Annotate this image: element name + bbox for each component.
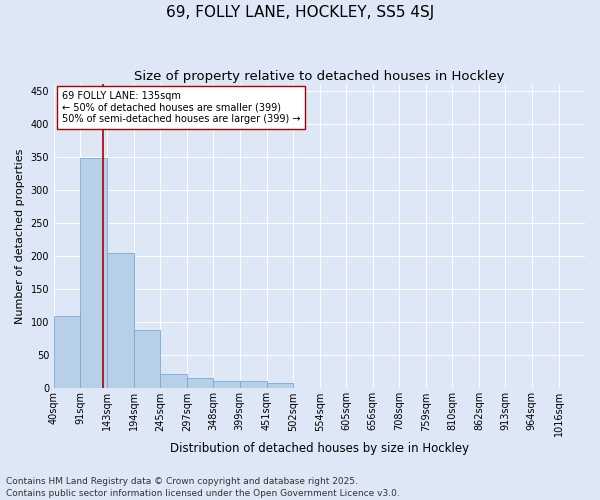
Bar [107,254,134,388]
Bar [160,374,187,388]
Bar [134,330,160,388]
Bar [239,381,266,388]
X-axis label: Distribution of detached houses by size in Hockley: Distribution of detached houses by size … [170,442,469,455]
Text: 69, FOLLY LANE, HOCKLEY, SS5 4SJ: 69, FOLLY LANE, HOCKLEY, SS5 4SJ [166,5,434,20]
Bar [54,316,80,388]
Bar [266,383,293,388]
Y-axis label: Number of detached properties: Number of detached properties [15,148,25,324]
Text: 69 FOLLY LANE: 135sqm
← 50% of detached houses are smaller (399)
50% of semi-det: 69 FOLLY LANE: 135sqm ← 50% of detached … [62,90,300,124]
Title: Size of property relative to detached houses in Hockley: Size of property relative to detached ho… [134,70,505,83]
Text: Contains HM Land Registry data © Crown copyright and database right 2025.
Contai: Contains HM Land Registry data © Crown c… [6,476,400,498]
Bar [213,381,239,388]
Bar [80,158,107,388]
Bar [187,378,213,388]
